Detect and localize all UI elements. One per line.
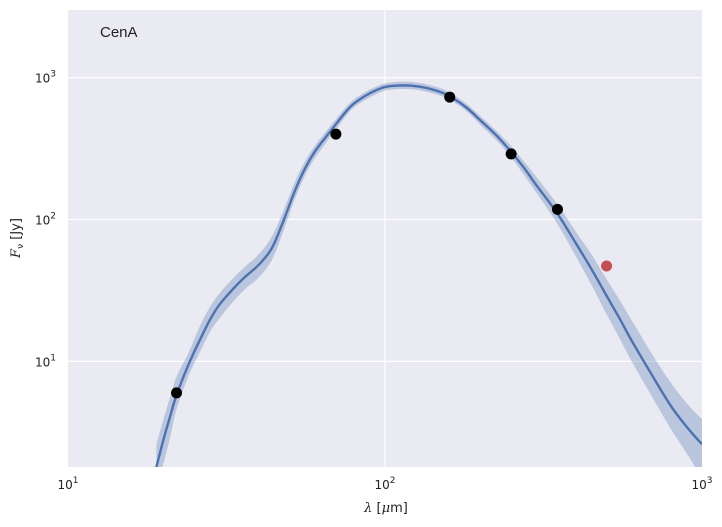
x-axis-ticks: 101 102 103: [57, 476, 712, 492]
y-axis-title: Fν [Jy]: [9, 218, 26, 259]
observed-data-point: [171, 387, 183, 399]
y-axis-ticks: 101 102 103: [35, 70, 56, 370]
x-tick-label: 103: [691, 476, 712, 492]
plot-content: [155, 81, 702, 467]
y-tick-label: 102: [35, 212, 56, 228]
y-tick-label: 101: [35, 353, 56, 369]
x-tick-label: 101: [57, 476, 78, 492]
observed-data-point: [551, 203, 563, 215]
x-axis-title: λ [μm]: [363, 501, 408, 516]
excluded-data-point: [601, 260, 613, 272]
model-fit-line: [155, 84, 702, 467]
x-tick-label: 102: [374, 476, 395, 492]
model-uncertainty-band: [156, 81, 702, 467]
observed-data-point: [444, 91, 456, 103]
observed-data-point: [505, 148, 517, 160]
observed-data-point: [330, 128, 342, 140]
source-annotation: CenA: [100, 24, 138, 41]
y-tick-label: 103: [35, 70, 56, 86]
